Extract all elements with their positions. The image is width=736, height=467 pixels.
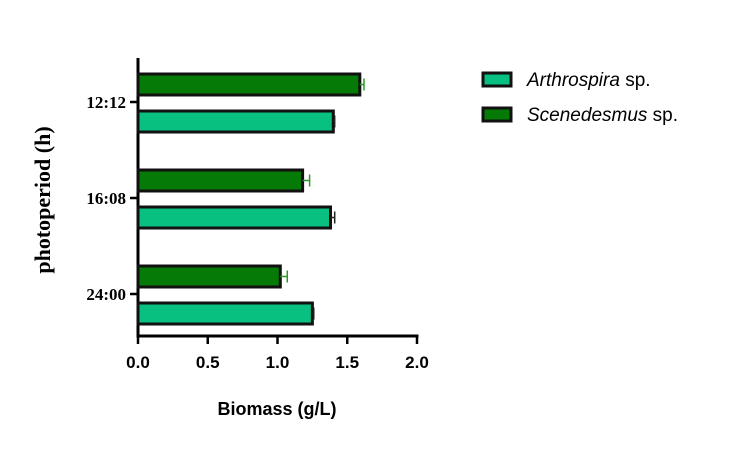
- y-tick-label: 16:08: [86, 189, 126, 208]
- legend-genus: Scenedesmus: [527, 105, 648, 126]
- x-axis-label: Biomass (g/L): [217, 399, 336, 419]
- y-tick-label: 12:12: [86, 93, 126, 112]
- legend-genus: Arthrospira: [526, 70, 620, 91]
- legend-suffix: sp.: [620, 70, 651, 91]
- legend-label-arthrospira: Arthrospira sp.: [526, 70, 651, 91]
- bars: [136, 72, 365, 326]
- x-tick-label: 2.0: [405, 353, 429, 372]
- y-axis-label: photoperiod (h): [30, 126, 55, 273]
- bar-scenedesmus: [136, 264, 282, 289]
- axes: 0.0 0.5 1.0 1.5 2.0 12:12 16:08 24:00: [86, 58, 429, 372]
- legend-suffix: sp.: [647, 105, 678, 126]
- legend: Arthrospira sp.Scenedesmus sp.: [481, 70, 678, 126]
- bar-arthrospira: [136, 205, 333, 230]
- legend-swatch-scenedesmus: [481, 106, 513, 123]
- legend-label-scenedesmus: Scenedesmus sp.: [527, 105, 678, 126]
- y-tick-label: 24:00: [86, 285, 126, 304]
- legend-swatch-arthrospira: [481, 71, 513, 88]
- x-tick-label: 1.0: [266, 353, 290, 372]
- x-tick-label: 1.5: [335, 353, 359, 372]
- x-tick-label: 0.5: [196, 353, 220, 372]
- bar-arthrospira: [136, 109, 335, 134]
- x-tick-label: 0.0: [126, 353, 150, 372]
- bar-arthrospira: [136, 301, 314, 326]
- bar-scenedesmus: [136, 168, 305, 193]
- bar-scenedesmus: [136, 72, 362, 97]
